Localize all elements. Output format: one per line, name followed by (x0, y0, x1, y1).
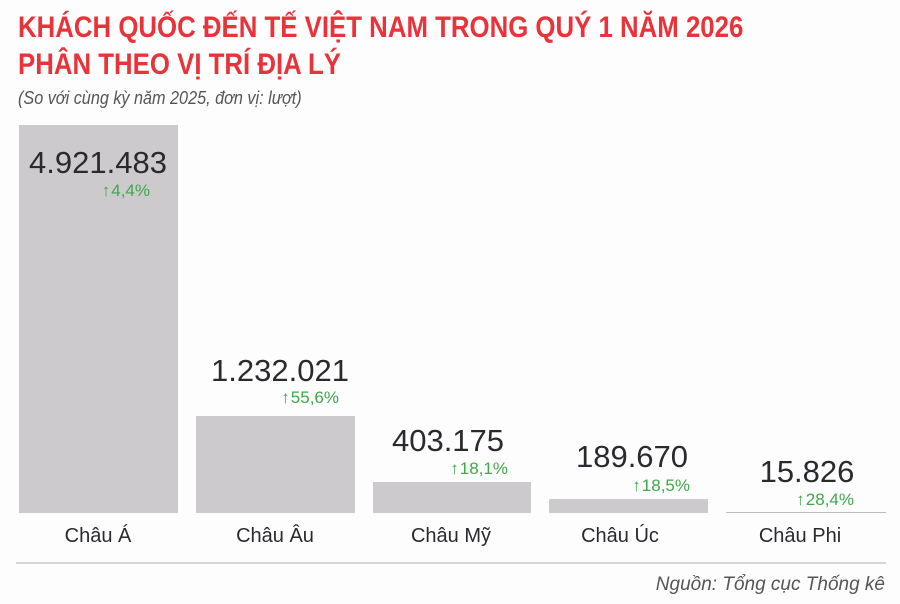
value-label-chau-a: 4.921.483 (29, 145, 167, 180)
chart-title-line2: PHÂN THEO VỊ TRÍ ĐỊA LÝ (18, 48, 341, 81)
bar-chau-au (196, 416, 355, 513)
value-label-chau-phi: 15.826 (759, 454, 855, 489)
bar-chau-phi (726, 512, 886, 513)
value-label-chau-my: 403.175 (391, 423, 505, 458)
arrow-up-icon: ↑ (450, 459, 459, 478)
growth-label-chau-au: ↑55,6% (281, 388, 339, 407)
category-label-chau-a: Châu Á (64, 525, 132, 547)
footer-divider (16, 562, 886, 564)
arrow-up-icon: ↑ (101, 181, 111, 200)
chart-title-line1: KHÁCH QUỐC ĐẾN TẾ VIỆT NAM TRONG QUÝ 1 N… (18, 11, 744, 44)
bar-chau-my (373, 482, 531, 513)
value-label-chau-au: 1.232.021 (211, 353, 349, 388)
chart-subtitle: (So với cùng kỳ năm 2025, đơn vị: lượt) (18, 88, 302, 108)
category-label-chau-phi: Châu Phi (758, 525, 842, 547)
category-label-chau-uc: Châu Úc (581, 525, 659, 547)
value-label-chau-uc: 189.670 (575, 439, 689, 474)
arrow-up-icon: ↑ (632, 476, 641, 495)
growth-label-chau-my: ↑18,1% (450, 459, 508, 478)
arrow-up-icon: ↑ (281, 388, 290, 407)
growth-label-chau-uc: ↑18,5% (632, 476, 690, 495)
source-note: Nguồn: Tổng cục Thống kê (655, 574, 885, 595)
category-label-chau-au: Châu Âu (236, 525, 314, 547)
bar-chau-a (19, 125, 178, 513)
growth-label-chau-phi: ↑28,4% (796, 490, 854, 509)
category-label-chau-my: Châu Mỹ (410, 525, 492, 547)
arrow-up-icon: ↑ (796, 490, 805, 509)
bar-chau-uc (549, 499, 708, 513)
growth-label-chau-a: ↑4,4% (101, 181, 150, 200)
